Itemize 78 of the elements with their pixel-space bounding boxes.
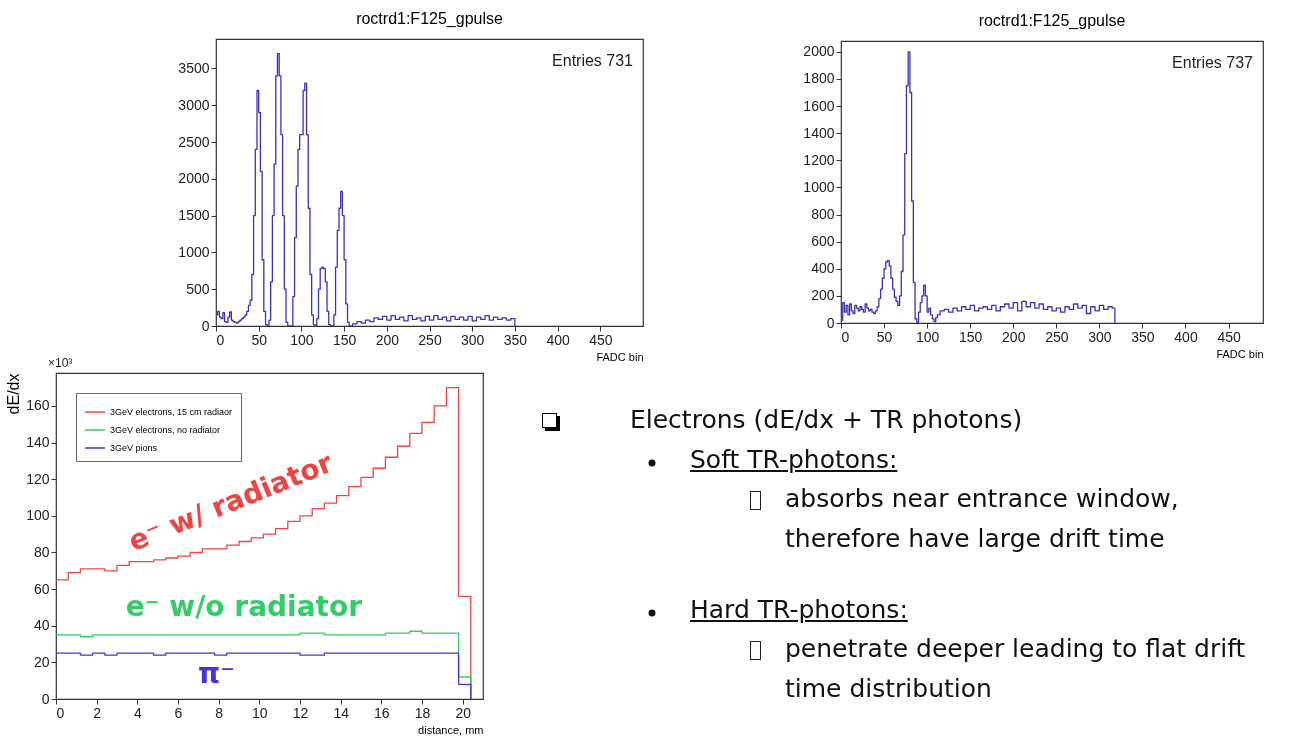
legend-label: 3GeV electrons, 15 cm radiaor: [110, 407, 233, 417]
y-axis-title: dE/dx: [5, 373, 23, 415]
x-tick-label: 0: [216, 331, 225, 348]
x-tick-label: 150: [332, 331, 357, 348]
y-tick-label: 1000: [803, 178, 835, 195]
x-tick-label: 250: [418, 331, 442, 348]
x-tick-label: 4: [133, 704, 142, 721]
x-tick-label: 200: [375, 331, 400, 348]
y-tick-label: 1000: [178, 243, 210, 260]
text: absorbs near entrance window, therefore have large drift time: [785, 484, 1179, 553]
x-axis-title: FADC bin: [1216, 347, 1264, 360]
x-tick-label: 150: [959, 328, 983, 345]
x-tick-label: 16: [374, 704, 390, 721]
annotation: Entries 731: [552, 52, 634, 69]
x-tick-label: 10: [252, 704, 268, 721]
y-tick-label: 2500: [178, 133, 210, 150]
y-tick-label: 0: [826, 314, 835, 331]
y-tick-label: 1600: [803, 97, 835, 114]
annotation: π⁻: [198, 656, 236, 690]
x-axis-title: FADC bin: [596, 350, 644, 363]
y-tick-label: 20: [33, 653, 50, 670]
x-tick-label: 400: [1174, 328, 1198, 345]
y-tick-label: 0: [201, 317, 210, 334]
y-tick-label: 200: [811, 287, 835, 304]
y-tick-label: 80: [33, 543, 50, 560]
annotation: e⁻ w/o radiator: [125, 589, 363, 623]
y-tick-label: 1800: [803, 70, 835, 87]
y-tick-label: 60: [33, 580, 50, 597]
y-tick-label: 1200: [803, 151, 835, 168]
x-tick-label: 0: [841, 328, 850, 345]
x-tick-label: 450: [1217, 328, 1241, 345]
legend-label: 3GeV electrons, no radiator: [110, 425, 221, 435]
y-tick-label: 100: [26, 507, 50, 524]
text: Electrons (dE/dx + TR photons): [630, 405, 1023, 434]
y-tick-label: 1400: [803, 124, 835, 141]
x-tick-label: 350: [503, 331, 528, 348]
x-tick-label: 100: [290, 331, 314, 348]
x-tick-label: 250: [1045, 328, 1069, 345]
x-tick-label: 400: [546, 331, 570, 348]
x-tick-label: 2: [93, 704, 102, 721]
x-tick-label: 6: [174, 704, 183, 721]
x-tick-label: 18: [414, 704, 431, 721]
y-tick-label: 3000: [178, 96, 210, 113]
x-tick-label: 300: [1088, 328, 1112, 345]
chart-title: roctrd1:F125_gpulse: [356, 10, 503, 28]
x-tick-label: 300: [461, 331, 485, 348]
y-tick-label: 40: [33, 617, 50, 634]
y-tick-label: 0: [41, 690, 50, 707]
y-tick-label: 1500: [178, 207, 210, 224]
text: Hard TR-photons:: [690, 595, 908, 624]
y-tick-label: 160: [26, 397, 50, 414]
y-tick-label: 400: [811, 260, 835, 277]
x-tick-label: 200: [1002, 328, 1026, 345]
x-tick-label: 350: [1131, 328, 1155, 345]
y-tick-label: 800: [811, 206, 835, 223]
y-tick-label: 3500: [178, 59, 210, 76]
y-tick-label: 2000: [803, 43, 835, 60]
y-tick-label: 2000: [178, 170, 210, 187]
chart-title: roctrd1:F125_gpulse: [978, 12, 1126, 30]
x-tick-label: 20: [455, 704, 472, 721]
text: Soft TR-photons:: [690, 445, 898, 474]
x-tick-label: 100: [915, 328, 940, 345]
x-tick-label: 8: [215, 704, 224, 721]
x-tick-label: 0: [56, 704, 65, 721]
x-tick-label: 50: [251, 331, 268, 348]
y-tick-label: 140: [26, 434, 50, 451]
y-tick-label: 600: [811, 233, 835, 250]
y-tick-label: 120: [26, 470, 50, 487]
annotation: Entries 737: [1172, 54, 1254, 71]
legend-label: 3GeV pions: [110, 443, 158, 453]
text: ×10³: [48, 356, 73, 370]
x-axis-title: distance, mm: [418, 723, 484, 736]
text: penetrate deeper leading to flat drift time distribution: [785, 634, 1246, 703]
x-tick-label: 14: [333, 704, 350, 721]
y-tick-label: 500: [186, 280, 210, 297]
x-tick-label: 450: [589, 331, 613, 348]
x-tick-label: 50: [876, 328, 893, 345]
x-tick-label: 12: [292, 704, 309, 721]
